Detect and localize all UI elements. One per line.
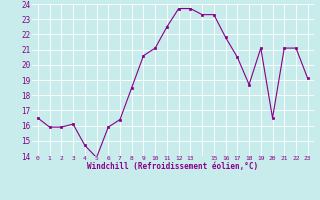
X-axis label: Windchill (Refroidissement éolien,°C): Windchill (Refroidissement éolien,°C) [87,162,258,171]
